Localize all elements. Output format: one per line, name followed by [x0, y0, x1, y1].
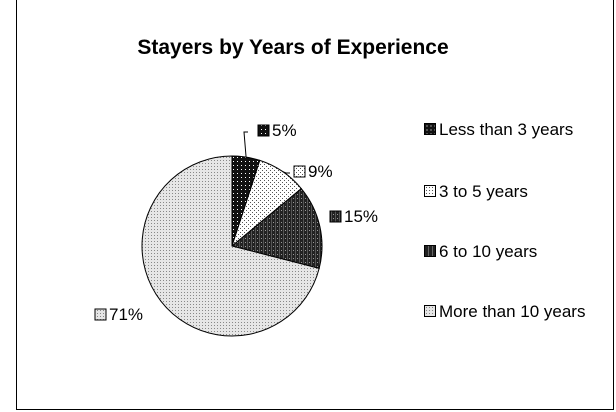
legend-label: 6 to 10 years [439, 242, 538, 261]
legend-item-less-than-3-years: Less than 3 years [424, 120, 573, 140]
data-label-6-to-10-years: 15% [329, 207, 378, 226]
data-label-swatch [329, 210, 342, 223]
legend-item-3-to-5-years: 3 to 5 years [424, 182, 528, 202]
data-label-more-than-10-years: 71% [94, 305, 143, 324]
data-label-swatch [94, 308, 107, 321]
data-label-text: 9% [308, 162, 333, 181]
pie-slice-6-to-10-years [230, 187, 323, 269]
legend-swatch [424, 185, 436, 197]
data-label-text: 5% [272, 121, 297, 140]
legend-label: More than 10 years [439, 302, 586, 321]
legend-swatch [424, 245, 436, 257]
chart-frame [16, 0, 614, 410]
data-label-text: 71% [109, 305, 143, 324]
data-label-swatch [293, 165, 306, 178]
leader-line-3-to-5-years [282, 171, 290, 174]
legend-swatch [424, 305, 436, 317]
pie-slice-more-than-10-years [141, 155, 320, 337]
leader-line-less-than-3-years [243, 131, 248, 158]
data-label-3-to-5-years: 9% [293, 162, 333, 181]
legend-label: Less than 3 years [439, 120, 574, 139]
data-label-swatch [257, 124, 270, 137]
data-label-less-than-3-years: 5% [257, 121, 297, 140]
legend-label: 3 to 5 years [439, 182, 528, 201]
data-label-text: 15% [344, 207, 378, 226]
legend-swatch [424, 123, 436, 135]
legend-item-more-than-10-years: More than 10 years [424, 302, 589, 322]
legend-item-6-to-10-years: 6 to 10 years [424, 242, 537, 262]
chart-title: Stayers by Years of Experience [137, 36, 449, 59]
